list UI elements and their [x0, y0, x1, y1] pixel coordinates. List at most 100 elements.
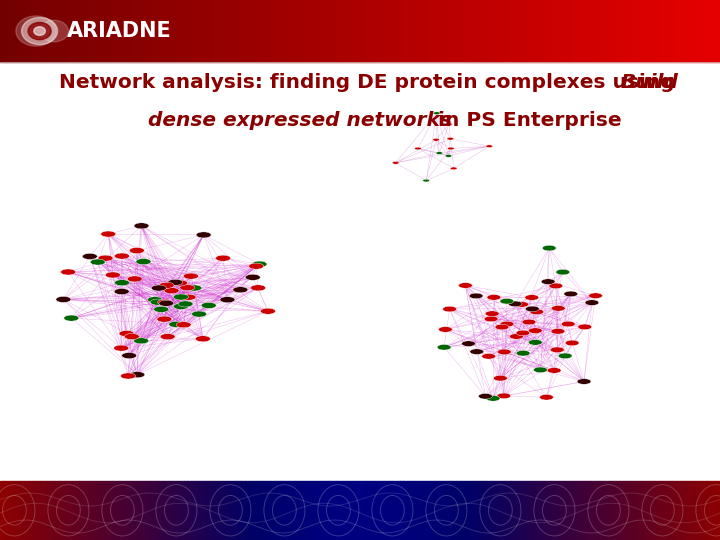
Bar — [421, 481, 425, 540]
Ellipse shape — [445, 154, 452, 157]
Bar — [450, 481, 454, 540]
Bar — [331, 0, 335, 62]
Ellipse shape — [495, 324, 509, 330]
Bar — [702, 481, 706, 540]
Bar — [79, 0, 83, 62]
Bar — [587, 481, 590, 540]
Bar — [436, 0, 439, 62]
Bar — [500, 481, 504, 540]
Bar — [212, 481, 216, 540]
Bar — [202, 481, 205, 540]
Ellipse shape — [516, 330, 530, 336]
Bar — [407, 481, 410, 540]
Bar — [97, 481, 101, 540]
Bar — [450, 0, 454, 62]
Ellipse shape — [174, 303, 189, 309]
Ellipse shape — [470, 349, 484, 354]
Ellipse shape — [522, 319, 536, 325]
Bar — [126, 481, 130, 540]
Bar — [428, 481, 432, 540]
Ellipse shape — [443, 306, 456, 312]
Bar — [223, 0, 227, 62]
Text: dense expressed networks: dense expressed networks — [148, 111, 451, 130]
Bar — [389, 0, 392, 62]
Bar — [630, 481, 634, 540]
Bar — [396, 0, 400, 62]
Bar — [565, 481, 569, 540]
Bar — [295, 0, 299, 62]
Bar — [54, 481, 58, 540]
Ellipse shape — [482, 354, 495, 359]
Bar — [187, 0, 191, 62]
Bar — [248, 481, 252, 540]
Ellipse shape — [484, 316, 498, 322]
Bar — [281, 481, 284, 540]
Bar — [29, 0, 32, 62]
Bar — [198, 481, 202, 540]
Bar — [428, 0, 432, 62]
Bar — [554, 0, 558, 62]
Bar — [79, 481, 83, 540]
Bar — [472, 481, 475, 540]
Bar — [698, 481, 702, 540]
Ellipse shape — [459, 282, 472, 288]
Bar — [54, 0, 58, 62]
Bar — [659, 0, 662, 62]
Bar — [104, 0, 108, 62]
Bar — [569, 0, 572, 62]
Bar — [400, 0, 403, 62]
Bar — [133, 0, 137, 62]
Bar — [176, 481, 180, 540]
Bar — [374, 481, 378, 540]
Ellipse shape — [251, 285, 266, 291]
Bar — [713, 481, 716, 540]
Bar — [644, 0, 648, 62]
Ellipse shape — [550, 347, 564, 353]
Bar — [68, 0, 72, 62]
Bar — [61, 481, 65, 540]
Bar — [691, 481, 695, 540]
Bar — [652, 0, 655, 62]
Ellipse shape — [60, 269, 76, 275]
Ellipse shape — [150, 299, 165, 305]
Bar — [72, 481, 76, 540]
Ellipse shape — [64, 315, 78, 321]
Ellipse shape — [90, 259, 105, 265]
Bar — [486, 0, 490, 62]
Bar — [277, 0, 281, 62]
Bar — [526, 0, 529, 62]
Bar — [90, 0, 94, 62]
Circle shape — [16, 16, 56, 46]
Bar — [252, 0, 256, 62]
Bar — [184, 481, 187, 540]
Bar — [148, 481, 151, 540]
Ellipse shape — [82, 253, 97, 259]
Bar — [486, 481, 490, 540]
Bar — [313, 0, 317, 62]
Ellipse shape — [246, 274, 261, 280]
Bar — [104, 481, 108, 540]
Bar — [540, 0, 544, 62]
Bar — [637, 0, 641, 62]
Bar — [65, 481, 68, 540]
Bar — [22, 0, 25, 62]
Ellipse shape — [508, 301, 522, 307]
Bar — [670, 481, 673, 540]
Bar — [396, 481, 400, 540]
Bar — [148, 0, 151, 62]
Ellipse shape — [565, 340, 579, 346]
Bar — [36, 0, 40, 62]
Ellipse shape — [105, 272, 120, 278]
Bar — [461, 0, 464, 62]
Bar — [572, 481, 576, 540]
Bar — [392, 0, 396, 62]
Bar — [580, 0, 583, 62]
Bar — [324, 0, 328, 62]
Ellipse shape — [148, 296, 163, 303]
Bar — [619, 0, 623, 62]
Bar — [256, 0, 259, 62]
Bar — [25, 481, 29, 540]
Bar — [40, 0, 43, 62]
Bar — [702, 0, 706, 62]
Bar — [706, 481, 709, 540]
